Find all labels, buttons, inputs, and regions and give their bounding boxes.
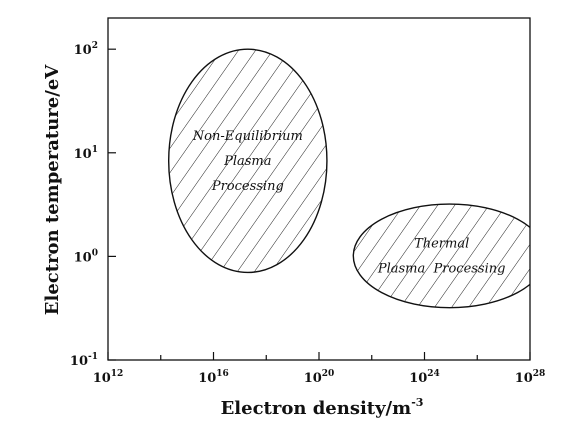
- region-label-line: Thermal: [414, 236, 469, 251]
- y-tick-label: 102: [74, 41, 98, 58]
- region-ellipse-2: [352, 203, 530, 309]
- region-label-line: Processing: [211, 179, 284, 194]
- x-axis-title-superscript: -3: [411, 396, 423, 409]
- x-tick-label: 1020: [304, 369, 335, 386]
- x-tick-label: 1024: [409, 369, 440, 386]
- region-label-line: Plasma Processing: [377, 261, 506, 276]
- region-ellipse-1: [167, 48, 328, 274]
- y-tick-label: 10-1: [70, 352, 98, 369]
- x-tick-label: 1016: [198, 369, 229, 386]
- region-label-line: Plasma: [223, 154, 271, 169]
- region-label-line: Non-Equilibrium: [192, 129, 303, 144]
- y-axis-title: Electron temperature/eV: [42, 64, 63, 315]
- x-axis-ticks: 1012 1016 1020 1024 1028: [93, 352, 546, 386]
- region-labels: Non-Equilibrium Plasma Processing Thermal Pl…: [192, 129, 506, 277]
- x-axis-title: Electron density/m-3: [221, 396, 424, 419]
- y-axis-ticks: 10-1 100 101 102: [70, 41, 116, 369]
- regions: [167, 48, 530, 309]
- y-tick-label: 101: [74, 145, 98, 162]
- x-tick-label: 1028: [515, 369, 546, 386]
- y-tick-label: 100: [74, 248, 98, 265]
- x-tick-label: 1012: [93, 369, 124, 386]
